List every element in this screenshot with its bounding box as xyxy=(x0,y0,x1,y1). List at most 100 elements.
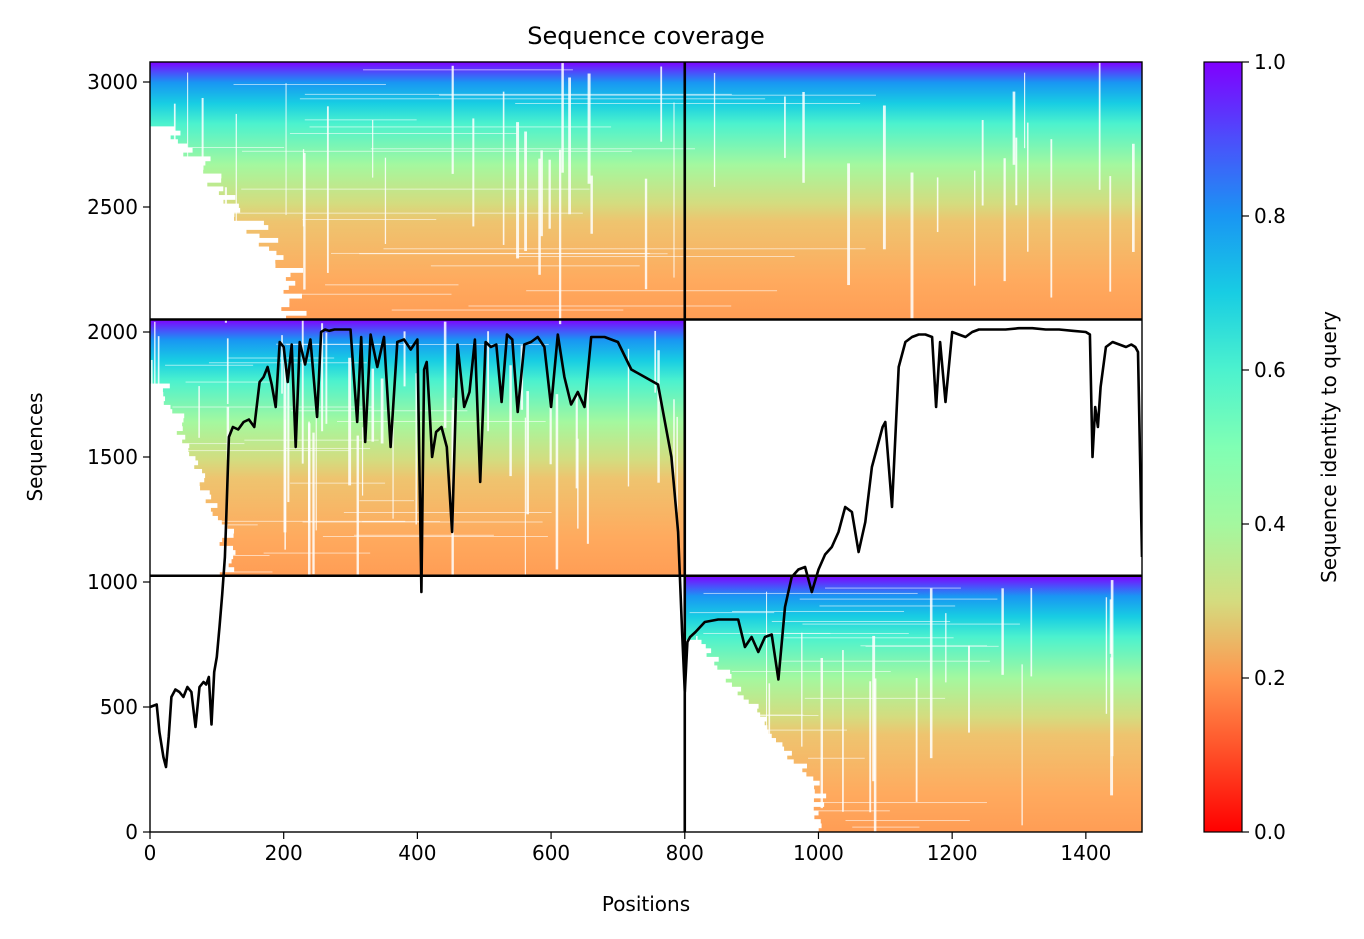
gap-horizontal xyxy=(285,447,371,449)
gap-left xyxy=(150,280,296,286)
gap-vertical xyxy=(873,678,877,832)
gap-horizontal xyxy=(185,381,271,383)
gap-left xyxy=(684,712,761,718)
gap-horizontal xyxy=(191,293,452,295)
gap-left xyxy=(150,515,218,521)
gap-left xyxy=(150,468,203,474)
gap-horizontal xyxy=(808,757,865,759)
gap-left xyxy=(150,190,219,196)
gap-left xyxy=(150,473,206,479)
gap-left xyxy=(684,729,769,735)
gap-left xyxy=(684,716,767,722)
chart-title: Sequence coverage xyxy=(527,22,764,50)
gap-vertical xyxy=(1003,158,1006,282)
gap-vertical xyxy=(695,635,698,809)
gap-horizontal xyxy=(802,623,1020,625)
gap-vertical xyxy=(1024,72,1026,149)
gap-vertical xyxy=(882,105,886,250)
gap-vertical xyxy=(301,319,304,464)
gap-left xyxy=(684,819,821,824)
x-tick-label: 1000 xyxy=(793,841,844,865)
gap-left xyxy=(150,503,218,508)
gap-left xyxy=(150,494,212,500)
gap-left xyxy=(150,250,277,256)
gap-left xyxy=(150,134,171,140)
gap-left xyxy=(150,520,222,525)
gap-left xyxy=(150,263,276,269)
gap-left xyxy=(150,173,222,179)
gap-vertical xyxy=(356,435,359,598)
gap-horizontal xyxy=(363,69,573,71)
gap-vertical xyxy=(561,63,564,173)
colorbar-ticks: 0.0 0.2 0.4 0.6 0.8 1.0 xyxy=(1242,50,1286,844)
gap-vertical xyxy=(1110,580,1114,757)
gap-left xyxy=(150,558,232,564)
section-boundaries xyxy=(150,62,1142,832)
gap-vertical xyxy=(187,72,189,194)
gap-left xyxy=(684,767,803,773)
gap-left xyxy=(150,567,235,572)
gap-left xyxy=(150,302,290,308)
gap-vertical xyxy=(154,321,156,411)
gap-vertical xyxy=(915,678,918,802)
gap-left xyxy=(150,165,204,170)
gap-vertical xyxy=(590,175,593,234)
gap-vertical xyxy=(524,417,526,593)
gap-horizontal xyxy=(166,450,350,452)
x-tick-label: 400 xyxy=(398,841,436,865)
gap-vertical xyxy=(644,178,648,290)
gap-left xyxy=(150,511,213,517)
gap-horizontal xyxy=(170,555,270,556)
gap-vertical xyxy=(568,77,571,215)
gap-left xyxy=(150,383,170,389)
gap-horizontal xyxy=(804,697,946,699)
gap-left xyxy=(150,177,222,183)
gap-left xyxy=(150,413,185,419)
gap-horizontal xyxy=(209,520,406,522)
gap-vertical xyxy=(235,113,237,227)
gap-vertical xyxy=(502,91,505,245)
gap-left xyxy=(150,259,276,265)
gap-vertical xyxy=(820,657,823,809)
gap-left xyxy=(150,246,270,252)
colorbar-label: Sequence identity to query xyxy=(1317,311,1341,583)
colorbar-tick-label: 0.0 xyxy=(1254,820,1286,844)
gap-horizontal xyxy=(430,265,640,267)
gap-left xyxy=(150,481,200,487)
gap-horizontal xyxy=(383,248,866,250)
gap-left xyxy=(150,216,235,222)
gap-left xyxy=(684,823,822,829)
gap-left xyxy=(684,785,815,790)
gap-vertical xyxy=(516,122,520,259)
gap-vertical xyxy=(1021,664,1023,826)
gap-vertical xyxy=(283,359,287,533)
gap-vertical xyxy=(558,149,562,325)
gap-vertical xyxy=(713,72,716,187)
gap-vertical xyxy=(524,131,527,252)
gap-left xyxy=(684,695,744,701)
gap-left xyxy=(150,422,183,427)
gap-horizontal xyxy=(304,119,417,121)
gap-left xyxy=(150,242,259,248)
gap-left xyxy=(684,780,820,786)
gap-vertical xyxy=(587,73,591,184)
gap-vertical xyxy=(403,331,406,387)
gap-left xyxy=(684,661,715,666)
x-axis-ticks: 0 200 400 600 800 1000 1200 1400 xyxy=(144,832,1111,865)
gap-left xyxy=(150,486,201,491)
gap-left xyxy=(684,806,814,812)
gap-left xyxy=(150,528,235,534)
coverage-gaps xyxy=(150,62,1135,832)
gap-vertical xyxy=(415,373,417,525)
gap-horizontal xyxy=(784,637,954,639)
gap-horizontal xyxy=(241,188,590,190)
gap-left xyxy=(684,810,819,816)
gap-left xyxy=(150,507,211,513)
gap-left xyxy=(684,669,731,675)
gap-horizontal xyxy=(289,133,517,134)
gap-horizontal xyxy=(439,94,876,96)
gap-vertical xyxy=(945,613,947,683)
x-tick-label: 0 xyxy=(144,841,157,865)
y-axis-label: Sequences xyxy=(23,392,47,501)
gap-left xyxy=(150,439,183,444)
